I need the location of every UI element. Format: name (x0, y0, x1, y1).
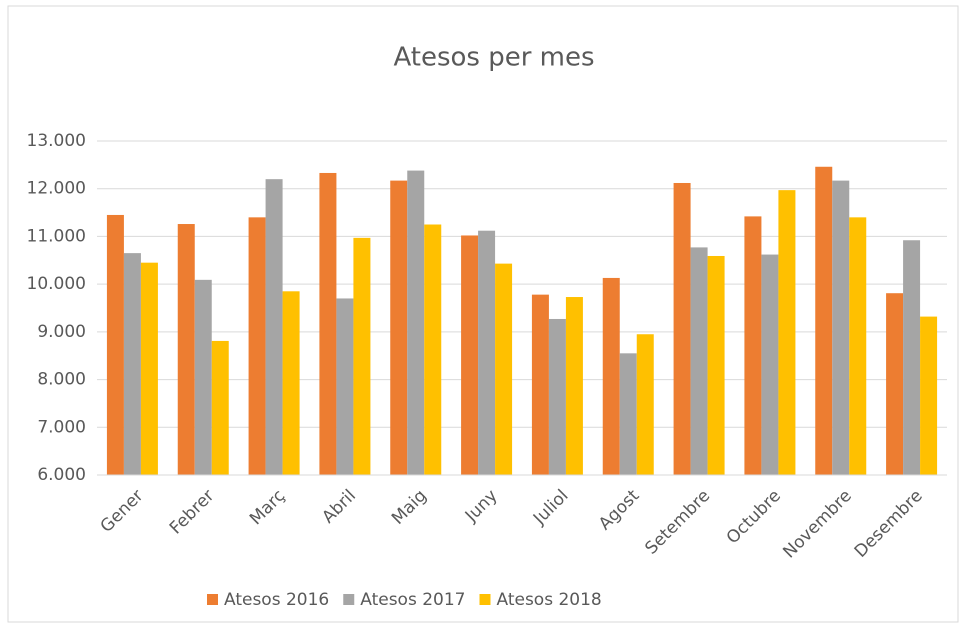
legend-label: Atesos 2018 (497, 590, 602, 610)
bar (920, 316, 938, 475)
bar (407, 170, 425, 475)
bar (319, 172, 337, 475)
bar (602, 277, 620, 475)
bar (636, 334, 654, 475)
bar (761, 254, 779, 475)
bar (849, 217, 867, 476)
y-tick-label: 9.000 (37, 322, 86, 342)
y-tick-label: 6.000 (37, 465, 86, 485)
bar (282, 291, 300, 475)
y-tick-label: 11.000 (27, 226, 86, 246)
bar (832, 180, 850, 476)
bar (424, 224, 442, 475)
bar (106, 214, 124, 475)
bar (194, 279, 212, 475)
bar (619, 353, 637, 475)
bar (744, 216, 762, 476)
bar (778, 190, 796, 475)
bar (495, 263, 513, 475)
bar (690, 247, 708, 475)
y-tick-label: 8.000 (37, 370, 86, 390)
bar (265, 179, 283, 475)
bar (177, 224, 195, 475)
bar (353, 237, 371, 475)
bar (336, 298, 354, 475)
bar (903, 240, 921, 475)
y-tick-label: 13.000 (27, 131, 86, 151)
bar (565, 297, 583, 475)
bar (248, 217, 266, 476)
y-tick-label: 10.000 (27, 274, 86, 294)
bar (461, 235, 479, 475)
bar (886, 293, 904, 475)
bar (548, 318, 566, 475)
legend-swatch (479, 594, 491, 605)
bar (531, 294, 549, 475)
bar (123, 253, 141, 475)
bar (815, 166, 833, 475)
legend-label: Atesos 2016 (224, 590, 329, 610)
bar (478, 230, 496, 475)
y-tick-label: 12.000 (27, 179, 86, 199)
bar (390, 180, 408, 476)
legend-swatch (343, 594, 355, 605)
bar (211, 340, 229, 475)
y-tick-label: 7.000 (37, 417, 86, 437)
legend-label: Atesos 2017 (360, 590, 465, 610)
bar (673, 182, 691, 475)
chart-title: Atesos per mes (393, 43, 594, 73)
bar (707, 255, 725, 475)
bar (140, 262, 158, 475)
legend-swatch (207, 594, 218, 605)
